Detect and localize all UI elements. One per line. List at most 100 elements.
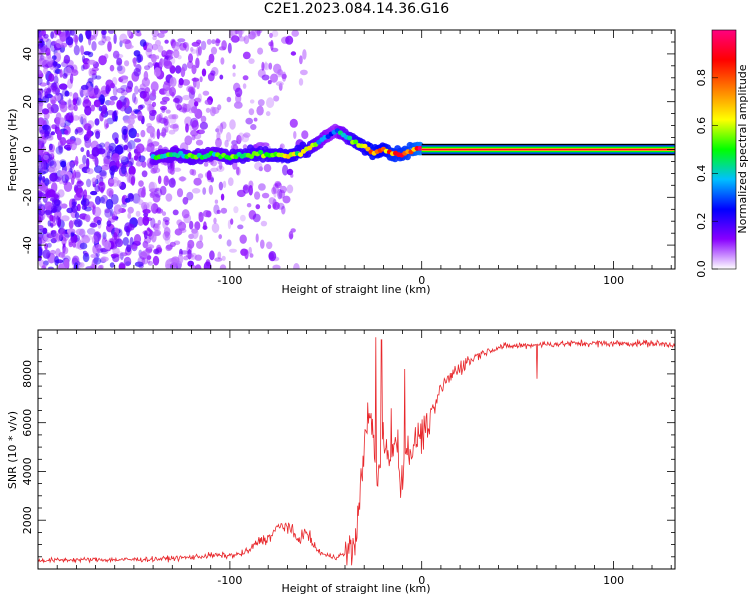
spectrogram-speckle xyxy=(114,137,119,145)
spectrogram-speckle xyxy=(128,193,135,202)
spectrogram-speckle xyxy=(120,252,124,261)
spectrogram-speckle xyxy=(214,199,219,204)
spectrogram-speckle xyxy=(50,103,59,114)
spectrogram-speckle xyxy=(268,62,273,70)
spectrogram-speckle xyxy=(95,130,101,139)
spectrogram-speckle xyxy=(153,223,159,229)
spectrogram-speckle xyxy=(51,55,57,61)
spectrogram-speckle xyxy=(130,176,136,186)
spectrogram-speckle xyxy=(98,55,107,66)
spectrogram-speckle xyxy=(74,128,79,135)
spectrogram-speckle xyxy=(209,250,215,261)
spectrogram-speckle xyxy=(130,157,134,167)
spectrogram-speckle xyxy=(257,47,264,55)
spectrogram-speckle xyxy=(133,108,140,113)
spectrogram-speckle xyxy=(65,36,74,46)
spectrogram-speckle xyxy=(66,161,75,172)
spectrogram-speckle xyxy=(48,73,55,82)
spectrogram-speckle xyxy=(144,65,151,71)
spectrogram-speckle xyxy=(146,125,155,134)
spectrogram-speckle xyxy=(91,177,98,185)
spectrogram-speckle xyxy=(248,58,255,64)
spectrogram-speckle xyxy=(191,120,199,131)
spectrogram-speckle xyxy=(186,191,194,201)
spectrogram-speckle xyxy=(110,165,119,173)
snr-xlabel: Height of straight line (km) xyxy=(281,582,430,595)
spectrogram-speckle xyxy=(96,248,101,254)
spectrogram-speckle xyxy=(86,228,96,235)
spectrogram-speckle xyxy=(182,196,189,205)
spectrogram-speckle xyxy=(210,70,216,76)
spectrogram-speckle xyxy=(135,143,145,154)
spectrogram-speckle xyxy=(104,208,113,218)
spectrogram-speckle xyxy=(54,255,59,266)
spectrogram-speckle xyxy=(66,146,72,151)
spectrogram-speckle xyxy=(165,109,171,114)
spectrogram-speckle xyxy=(142,91,150,102)
spectrogram-speckle xyxy=(177,55,182,60)
spectrogram-speckle xyxy=(224,139,229,148)
spectrogram-xtick-label: 100 xyxy=(603,274,624,287)
spectrogram-speckle xyxy=(216,125,223,135)
snr-xtick-label: 0 xyxy=(418,574,425,587)
spectrogram-speckle xyxy=(44,201,53,211)
spectrogram-speckle xyxy=(149,112,156,121)
spectrogram-speckle xyxy=(112,254,120,263)
spectrogram-speckle xyxy=(244,249,249,260)
spectrogram-speckle xyxy=(199,121,208,130)
spectrogram-speckle xyxy=(266,97,275,109)
spectrogram-speckle xyxy=(248,108,255,116)
spectrogram-speckle xyxy=(50,95,57,105)
spectrogram-speckle xyxy=(38,117,45,127)
spectrogram-speckle xyxy=(216,209,221,214)
spectrogram-speckle xyxy=(233,206,239,214)
spectrogram-speckle xyxy=(243,35,250,45)
spectrogram-speckle xyxy=(112,50,120,59)
spectrogram-speckle xyxy=(286,168,294,176)
spectrogram-speckle xyxy=(206,170,212,181)
spectrogram-speckle xyxy=(109,262,115,268)
spectrogram-speckle xyxy=(268,197,276,205)
spectrogram-speckle xyxy=(155,208,164,214)
spectrogram-speckle xyxy=(291,30,299,37)
spectrogram-speckle xyxy=(104,36,111,42)
spectrogram-speckle xyxy=(272,264,281,269)
spectrogram-speckle xyxy=(190,106,198,114)
spectrogram-speckle xyxy=(242,75,249,81)
spectrogram-speckle xyxy=(101,30,107,35)
spectrogram-speckle xyxy=(50,83,58,91)
spectrogram-speckle xyxy=(57,189,65,198)
spectrogram-speckle xyxy=(38,246,43,258)
spectrogram-speckle xyxy=(260,239,265,249)
spectrogram-speckle xyxy=(109,64,115,72)
spectrogram-speckle xyxy=(91,41,97,51)
spectrogram-speckle xyxy=(55,39,64,49)
spectrogram-speckle xyxy=(84,206,92,212)
spectrogram-speckle xyxy=(86,168,94,175)
spectrogram-speckle xyxy=(277,69,283,76)
spectrogram-speckle xyxy=(220,121,227,130)
snr-ytick-label: 2000 xyxy=(21,506,34,534)
spectrogram-speckle xyxy=(191,134,196,141)
spectrogram-speckle xyxy=(232,64,236,70)
spectrogram-speckle xyxy=(68,98,72,108)
spectrogram-speckle xyxy=(180,66,186,78)
spectrogram-speckle xyxy=(163,175,169,187)
spectrogram-speckle xyxy=(234,30,240,35)
spectrogram-speckle xyxy=(173,49,180,59)
spectrogram-speckle xyxy=(137,110,143,122)
spectrogram-speckle xyxy=(248,246,252,255)
spectrogram-speckle xyxy=(65,99,74,106)
spectrogram-speckle xyxy=(160,100,168,105)
spectrogram-speckle xyxy=(68,220,74,229)
spectrogram-speckle xyxy=(75,228,85,236)
spectrogram-speckle xyxy=(301,130,309,140)
spectrogram-speckle xyxy=(95,252,100,258)
spectrogram-speckle xyxy=(181,209,190,219)
spectrogram-speckle xyxy=(216,165,225,172)
spectrogram-speckle xyxy=(242,83,247,89)
spectrogram-speckle xyxy=(162,231,171,241)
spectrogram-speckle xyxy=(89,263,98,269)
spectrogram-speckle xyxy=(249,99,255,104)
